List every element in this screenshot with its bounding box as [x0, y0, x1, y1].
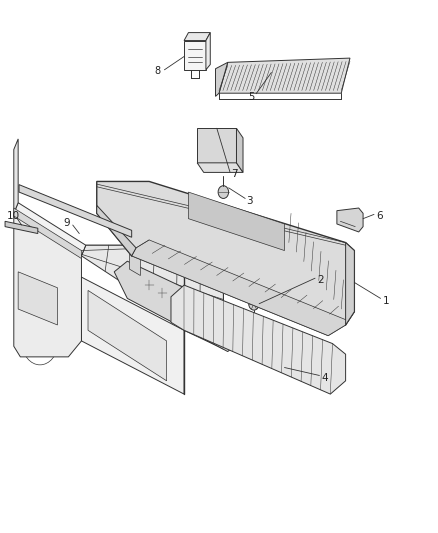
Polygon shape [197, 163, 243, 172]
Polygon shape [206, 33, 210, 70]
Polygon shape [171, 285, 346, 394]
Polygon shape [114, 261, 241, 352]
Polygon shape [97, 181, 354, 325]
Polygon shape [215, 62, 228, 96]
Polygon shape [132, 243, 346, 336]
Polygon shape [219, 58, 350, 93]
Circle shape [158, 288, 166, 298]
Circle shape [249, 297, 259, 310]
Polygon shape [14, 213, 81, 357]
Text: 2: 2 [318, 276, 324, 285]
Polygon shape [337, 208, 363, 232]
Polygon shape [5, 221, 38, 233]
Polygon shape [197, 300, 210, 322]
Polygon shape [197, 128, 237, 163]
Polygon shape [132, 240, 354, 336]
Polygon shape [188, 192, 285, 251]
Circle shape [218, 185, 229, 198]
Circle shape [171, 296, 180, 306]
Polygon shape [14, 139, 18, 213]
Polygon shape [184, 41, 206, 70]
Polygon shape [14, 208, 81, 259]
Polygon shape [81, 277, 184, 394]
Text: 5: 5 [249, 92, 255, 102]
Text: 6: 6 [376, 211, 382, 221]
Text: 7: 7 [231, 169, 238, 179]
Polygon shape [81, 245, 223, 349]
Circle shape [145, 280, 153, 290]
Polygon shape [14, 203, 223, 349]
Text: 9: 9 [64, 218, 71, 228]
Circle shape [184, 304, 193, 314]
Text: 3: 3 [246, 196, 253, 206]
Text: 4: 4 [321, 373, 328, 383]
Polygon shape [346, 243, 354, 325]
Text: 8: 8 [154, 66, 160, 76]
Polygon shape [130, 252, 141, 276]
Polygon shape [18, 272, 57, 325]
Polygon shape [19, 184, 132, 237]
Polygon shape [184, 33, 210, 41]
Polygon shape [97, 205, 136, 256]
Polygon shape [237, 128, 243, 172]
Text: 1: 1 [382, 295, 389, 305]
Text: 10: 10 [7, 211, 19, 221]
Polygon shape [88, 290, 166, 381]
